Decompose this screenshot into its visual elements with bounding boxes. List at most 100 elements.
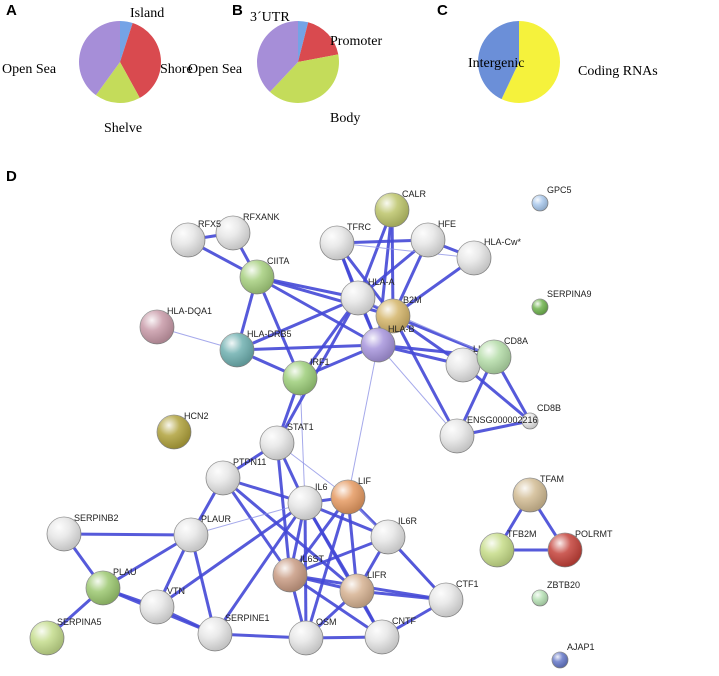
node-label: B2M bbox=[403, 295, 422, 305]
node: ZBTB20 bbox=[531, 580, 580, 607]
node: HLA-B bbox=[360, 324, 415, 363]
node-gloss bbox=[522, 413, 538, 429]
panel-label: B bbox=[232, 2, 243, 19]
pie-slice bbox=[257, 21, 298, 92]
node-gloss bbox=[220, 333, 254, 367]
edge bbox=[347, 344, 379, 498]
node-gloss bbox=[440, 419, 474, 453]
node-gloss bbox=[283, 361, 317, 395]
pie-slice bbox=[478, 21, 519, 100]
node-gloss bbox=[140, 590, 174, 624]
node-gloss bbox=[157, 415, 191, 449]
node-gloss bbox=[340, 574, 374, 608]
pie-slice bbox=[501, 21, 561, 103]
pie-label: Body bbox=[330, 111, 360, 126]
node: CTF1 bbox=[428, 579, 479, 618]
node-gloss bbox=[361, 328, 395, 362]
node-gloss bbox=[532, 195, 548, 211]
node: HCN2 bbox=[156, 411, 209, 450]
node-gloss bbox=[513, 478, 547, 512]
node-label: HFE bbox=[438, 219, 456, 229]
pie-slice bbox=[95, 62, 140, 103]
node: VTN bbox=[139, 586, 185, 625]
node: CD8B bbox=[521, 403, 561, 430]
node-label: TFB2M bbox=[507, 529, 537, 539]
edge bbox=[236, 343, 379, 352]
edge bbox=[275, 297, 360, 444]
node-label: IRF1 bbox=[310, 357, 330, 367]
node: IRF1 bbox=[282, 357, 330, 396]
node-gloss bbox=[198, 617, 232, 651]
node-gloss bbox=[552, 652, 568, 668]
node: ENSG000002216 bbox=[439, 415, 538, 454]
node: PTPN11 bbox=[205, 457, 266, 496]
node-label: IL6 bbox=[315, 482, 328, 492]
node-gloss bbox=[288, 486, 322, 520]
pie-label: Intergenic bbox=[468, 56, 525, 71]
edge bbox=[255, 276, 302, 379]
node-label: SERPINB2 bbox=[74, 513, 119, 523]
node-label: LIFR bbox=[367, 570, 387, 580]
node-label: LIF bbox=[358, 476, 372, 486]
edge bbox=[391, 315, 459, 437]
node: CNTF bbox=[364, 616, 416, 655]
edge bbox=[304, 496, 350, 639]
edge bbox=[377, 344, 458, 437]
node: HLA-DQA1 bbox=[139, 306, 212, 345]
node-label: HLA-A bbox=[368, 277, 395, 287]
pie-slice bbox=[298, 22, 339, 62]
edge bbox=[236, 296, 359, 352]
node: PLAUR bbox=[173, 514, 232, 553]
pie-label: Coding RNAs bbox=[578, 64, 658, 79]
node: B2M bbox=[375, 295, 422, 334]
pie-label: Open Sea bbox=[2, 62, 57, 77]
node-gloss bbox=[260, 426, 294, 460]
pie-slice bbox=[120, 21, 133, 62]
pie-slice bbox=[120, 23, 161, 98]
node-gloss bbox=[457, 241, 491, 275]
node: CD8A bbox=[476, 336, 528, 375]
node-label: ENSG000002216 bbox=[467, 415, 538, 425]
edge bbox=[222, 476, 358, 593]
pie-slice bbox=[298, 21, 309, 62]
node-label: CTF1 bbox=[456, 579, 479, 589]
node-label: SERPINE1 bbox=[225, 613, 270, 623]
edge bbox=[221, 477, 292, 576]
node-label: POLRMT bbox=[575, 529, 613, 539]
node-gloss bbox=[331, 480, 365, 514]
node-label: GPC5 bbox=[547, 185, 572, 195]
node-label: CALR bbox=[402, 189, 427, 199]
node: AJAP1 bbox=[551, 642, 595, 669]
node: POLRMT bbox=[547, 529, 613, 568]
node-label: VTN bbox=[167, 586, 185, 596]
pie-label: Promoter bbox=[330, 34, 382, 49]
node-gloss bbox=[341, 281, 375, 315]
pie-label: Open Sea bbox=[188, 62, 243, 77]
node-gloss bbox=[548, 533, 582, 567]
node-label: PTPN11 bbox=[233, 457, 266, 467]
node: HFE bbox=[410, 219, 456, 258]
node-gloss bbox=[446, 348, 480, 382]
panel-label: A bbox=[6, 2, 17, 19]
node-label: SERPINA9 bbox=[547, 289, 592, 299]
edge bbox=[336, 242, 475, 259]
pie-slice bbox=[79, 21, 120, 96]
edge bbox=[289, 535, 389, 577]
pie-label: 3´UTR bbox=[250, 10, 290, 25]
node-gloss bbox=[532, 590, 548, 606]
node-label: HLA-B bbox=[388, 324, 415, 334]
node: HLA-Cw* bbox=[456, 237, 522, 276]
node-gloss bbox=[174, 518, 208, 552]
node: SERPINA5 bbox=[29, 617, 102, 656]
node-gloss bbox=[376, 299, 410, 333]
node-gloss bbox=[86, 571, 120, 605]
node: PLAU bbox=[85, 567, 137, 606]
node: OSM bbox=[288, 617, 337, 656]
node: TFRC bbox=[319, 222, 371, 261]
node-label: PLAU bbox=[113, 567, 137, 577]
node-gloss bbox=[216, 216, 250, 250]
edge bbox=[289, 573, 383, 639]
node: SERPINE1 bbox=[197, 613, 270, 652]
node-label: RFX5 bbox=[198, 219, 221, 229]
node: TFAM bbox=[512, 474, 564, 513]
